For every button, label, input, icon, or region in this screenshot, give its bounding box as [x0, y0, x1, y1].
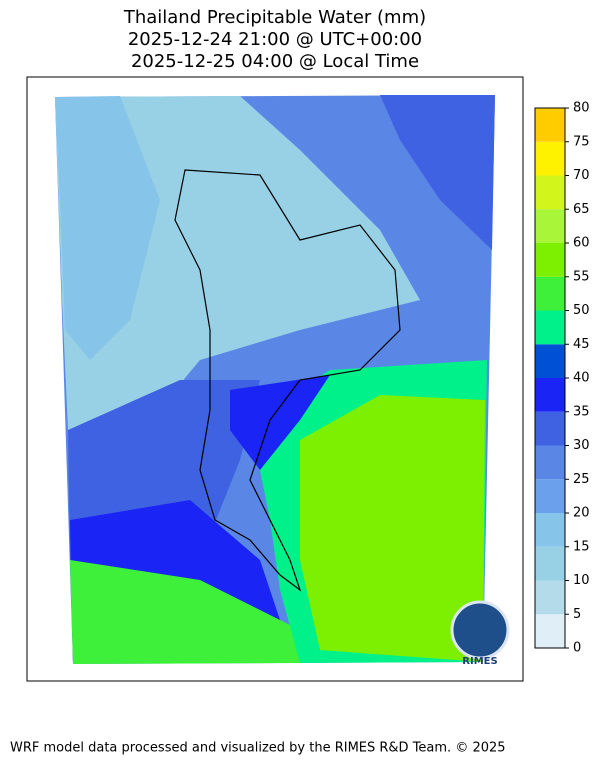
colorbar-segment: [535, 546, 565, 581]
map: [55, 95, 495, 664]
tick-label: 10: [573, 573, 590, 588]
tick-label: 40: [573, 371, 590, 386]
tick-label: 25: [573, 472, 590, 487]
tick-label: 35: [573, 404, 590, 419]
tick-label: 80: [573, 101, 590, 116]
colorbar-segment: [535, 445, 565, 480]
tick-label: 15: [573, 539, 590, 554]
colorbar-frame: [534, 107, 566, 649]
colorbar-segment: [535, 209, 565, 243]
colorbar-segment: [535, 141, 565, 176]
title-line: 2025-12-24 21:00 @ UTC+00:00: [128, 29, 422, 50]
colorbar-segment: [535, 243, 565, 277]
tick-label: 60: [573, 236, 590, 251]
tick-label: 70: [573, 168, 590, 183]
tick-label: 5: [573, 607, 581, 622]
tick-label: 30: [573, 438, 590, 453]
footer: WRF model data processed and visualized …: [10, 741, 506, 756]
logo: RIMES: [450, 600, 510, 667]
colorbar-segment: [535, 378, 565, 412]
tick-label: 20: [573, 506, 590, 521]
colorbar-segment: [535, 479, 565, 513]
tick-label: 75: [573, 134, 590, 149]
tick-label: 45: [573, 337, 590, 352]
colorbar-segment: [535, 580, 565, 615]
colorbar-segment: [535, 310, 565, 345]
colorbar-segment: [535, 175, 565, 210]
colorbar-segment: [535, 108, 565, 142]
colorbar-segment: [535, 344, 565, 378]
tick-label: 50: [573, 303, 590, 318]
title-line: Thailand Precipitable Water (mm): [123, 7, 426, 28]
tick-label: 0: [573, 641, 581, 656]
colorbar-segment: [535, 513, 565, 547]
tick-label: 55: [573, 269, 590, 284]
title-line: 2025-12-25 04:00 @ Local Time: [131, 51, 419, 72]
tick-label: 65: [573, 202, 590, 217]
colorbar-segment: [535, 411, 565, 446]
logo-text: RIMES: [462, 656, 497, 667]
colorbar-segment: [535, 614, 565, 648]
colorbar-segment: [535, 276, 565, 311]
